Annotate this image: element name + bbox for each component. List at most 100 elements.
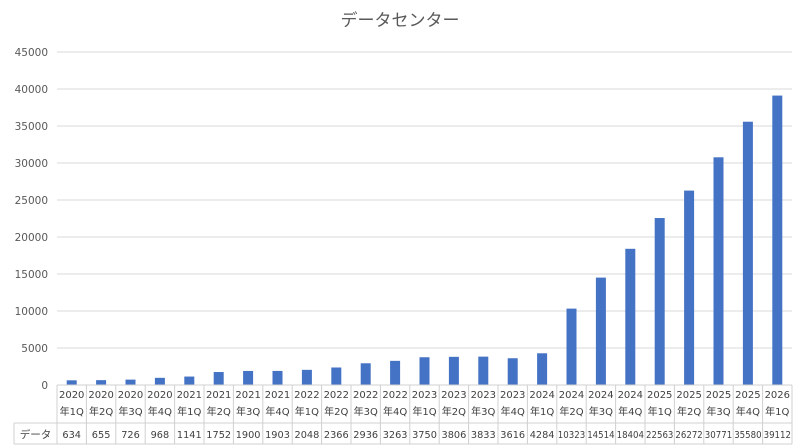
x-tick-label: 2025 xyxy=(676,390,701,401)
bar xyxy=(684,190,695,385)
table-value: 3263 xyxy=(383,430,408,441)
x-tick-label: 2025 xyxy=(706,390,731,401)
x-tick-label: 年2Q xyxy=(677,405,701,418)
chart-title: データセンター xyxy=(341,10,460,31)
table-value: 726 xyxy=(121,430,140,441)
bar xyxy=(419,357,430,385)
table-value: 2936 xyxy=(353,430,378,441)
y-tick-label: 15000 xyxy=(15,269,48,281)
table-value: 2366 xyxy=(324,430,349,441)
table-value: 1141 xyxy=(177,430,202,441)
x-tick-label: 2023 xyxy=(471,390,496,401)
bar xyxy=(243,370,254,385)
table-value: 30771 xyxy=(705,430,732,441)
bar xyxy=(125,379,136,385)
table-value: 3750 xyxy=(412,430,437,441)
x-tick-label: 2024 xyxy=(588,390,613,401)
table-value: 2048 xyxy=(295,430,320,441)
y-tick-label: 30000 xyxy=(15,158,48,170)
bar xyxy=(478,356,489,385)
x-tick-label: 2021 xyxy=(177,390,202,401)
bar xyxy=(184,376,195,385)
x-tick-label: 2021 xyxy=(235,390,260,401)
bar xyxy=(537,353,548,385)
x-tick-label: 年3Q xyxy=(236,405,260,418)
table-value: 3616 xyxy=(500,430,525,441)
x-tick-label: 年2Q xyxy=(89,405,113,418)
x-tick-label: 年2Q xyxy=(442,405,466,418)
x-tick-label: 2020 xyxy=(147,390,172,401)
x-tick-label: 2022 xyxy=(294,390,319,401)
y-tick-label: 0 xyxy=(41,380,48,392)
x-tick-label: 2023 xyxy=(500,390,525,401)
bar xyxy=(448,356,459,385)
bar xyxy=(595,277,606,385)
bar xyxy=(301,369,312,385)
bar xyxy=(390,360,401,385)
y-tick-label: 40000 xyxy=(15,84,48,96)
x-tick-label: 2025 xyxy=(735,390,760,401)
table-value: 18404 xyxy=(617,430,644,441)
bar xyxy=(360,363,371,385)
table-value: 1900 xyxy=(236,430,261,441)
bar xyxy=(96,380,107,385)
bar xyxy=(625,248,636,385)
x-tick-label: 2021 xyxy=(265,390,290,401)
x-tick-label: 年3Q xyxy=(471,405,495,418)
x-tick-label: 年3Q xyxy=(706,405,730,418)
y-tick-label: 10000 xyxy=(15,306,48,318)
table-value: 634 xyxy=(62,430,81,441)
table-value: 4284 xyxy=(530,430,555,441)
x-tick-label: 年1Q xyxy=(177,405,201,418)
table-value: 35580 xyxy=(734,430,761,441)
data-table: データ 2020 年1Q 634 2020 年2Q 655 2020 年3Q 726 2020 年4Q… xyxy=(13,384,793,445)
table-value: 10323 xyxy=(558,430,585,441)
x-tick-label: 年2Q xyxy=(207,405,231,418)
table-row-label: データ xyxy=(20,428,52,441)
x-tick-label: 2023 xyxy=(412,390,437,401)
bar xyxy=(654,218,665,385)
table-value: 22563 xyxy=(646,430,673,441)
y-tick-label: 25000 xyxy=(15,195,48,207)
table-value: 655 xyxy=(92,430,111,441)
x-tick-label: 2020 xyxy=(59,390,84,401)
x-tick-label: 年4Q xyxy=(618,405,642,418)
x-tick-label: 年1Q xyxy=(295,405,319,418)
y-tick-label: 20000 xyxy=(15,232,48,244)
x-tick-label: 2024 xyxy=(529,390,554,401)
x-tick-label: 2024 xyxy=(559,390,584,401)
x-tick-label: 年3Q xyxy=(354,405,378,418)
bar xyxy=(507,358,518,385)
x-tick-label: 年1Q xyxy=(412,405,436,418)
bar xyxy=(331,367,342,385)
bar xyxy=(213,372,224,385)
y-axis-ticks: 0 5000 10000 15000 20000 25000 30000 35000 40000… xyxy=(15,47,48,392)
x-tick-label: 年4Q xyxy=(383,405,407,418)
y-tick-label: 35000 xyxy=(15,121,48,133)
bar xyxy=(566,308,577,385)
table-value: 39112 xyxy=(764,430,791,441)
x-tick-label: 年1Q xyxy=(648,405,672,418)
x-tick-label: 年1Q xyxy=(60,405,84,418)
table-value: 3833 xyxy=(471,430,496,441)
bar xyxy=(742,121,753,385)
x-tick-label: 2024 xyxy=(618,390,643,401)
x-tick-label: 2022 xyxy=(353,390,378,401)
bar xyxy=(154,377,165,385)
bar xyxy=(772,95,783,385)
y-tick-label: 5000 xyxy=(21,343,48,355)
x-tick-label: 年4Q xyxy=(501,405,525,418)
bar xyxy=(272,370,283,385)
x-tick-label: 年2Q xyxy=(324,405,348,418)
table-value: 26272 xyxy=(675,430,702,441)
x-tick-label: 年2Q xyxy=(559,405,583,418)
x-tick-label: 2021 xyxy=(206,390,231,401)
table-value: 3806 xyxy=(442,430,467,441)
x-tick-label: 年3Q xyxy=(589,405,613,418)
x-tick-label: 2020 xyxy=(88,390,113,401)
x-tick-label: 年4Q xyxy=(148,405,172,418)
table-value: 14514 xyxy=(587,430,614,441)
bar xyxy=(713,157,724,385)
x-tick-label: 年4Q xyxy=(736,405,760,418)
